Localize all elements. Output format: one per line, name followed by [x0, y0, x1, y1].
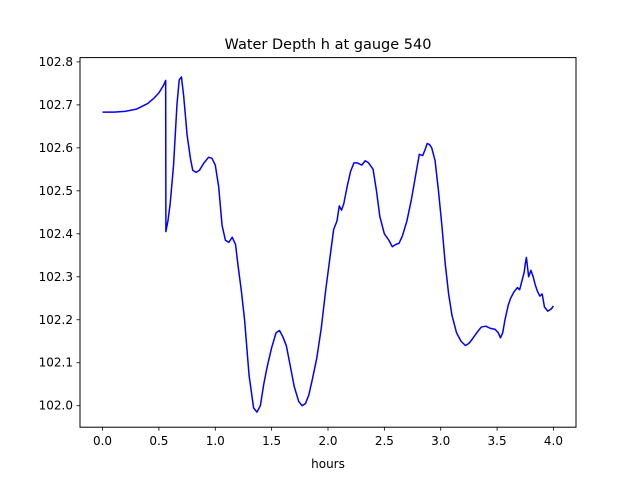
x-tick-label: 3.5 [488, 434, 507, 448]
series-line [102, 76, 555, 413]
x-tick-label: 2.0 [318, 434, 337, 448]
y-tick-label: 102.7 [39, 98, 73, 112]
y-tick-label: 102.3 [39, 270, 73, 284]
x-tick-label: 1.0 [206, 434, 225, 448]
x-axis-label: hours [311, 457, 345, 471]
y-tick-label: 102.4 [39, 227, 73, 241]
y-tick-label: 102.2 [39, 313, 73, 327]
y-axis-ticks: 102.0 102.1 102.2 102.3 102.4 102.5 102.6 102.7… [39, 55, 80, 413]
x-axis-ticks: 0.0 0.5 1.0 1.5 2.0 2.5 3.0 3.5 4.0 [93, 427, 563, 448]
y-tick-label: 102.0 [39, 399, 73, 413]
x-tick-label: 0.0 [93, 434, 112, 448]
x-tick-label: 4.0 [544, 434, 563, 448]
x-tick-label: 3.0 [431, 434, 450, 448]
y-tick-label: 102.6 [39, 141, 73, 155]
y-tick-label: 102.1 [39, 356, 73, 370]
x-tick-label: 0.5 [149, 434, 168, 448]
y-tick-label: 102.5 [39, 184, 73, 198]
x-tick-label: 2.5 [375, 434, 394, 448]
chart-title: Water Depth h at gauge 540 [225, 37, 432, 53]
y-tick-label: 102.8 [39, 55, 73, 69]
x-tick-label: 1.5 [262, 434, 281, 448]
